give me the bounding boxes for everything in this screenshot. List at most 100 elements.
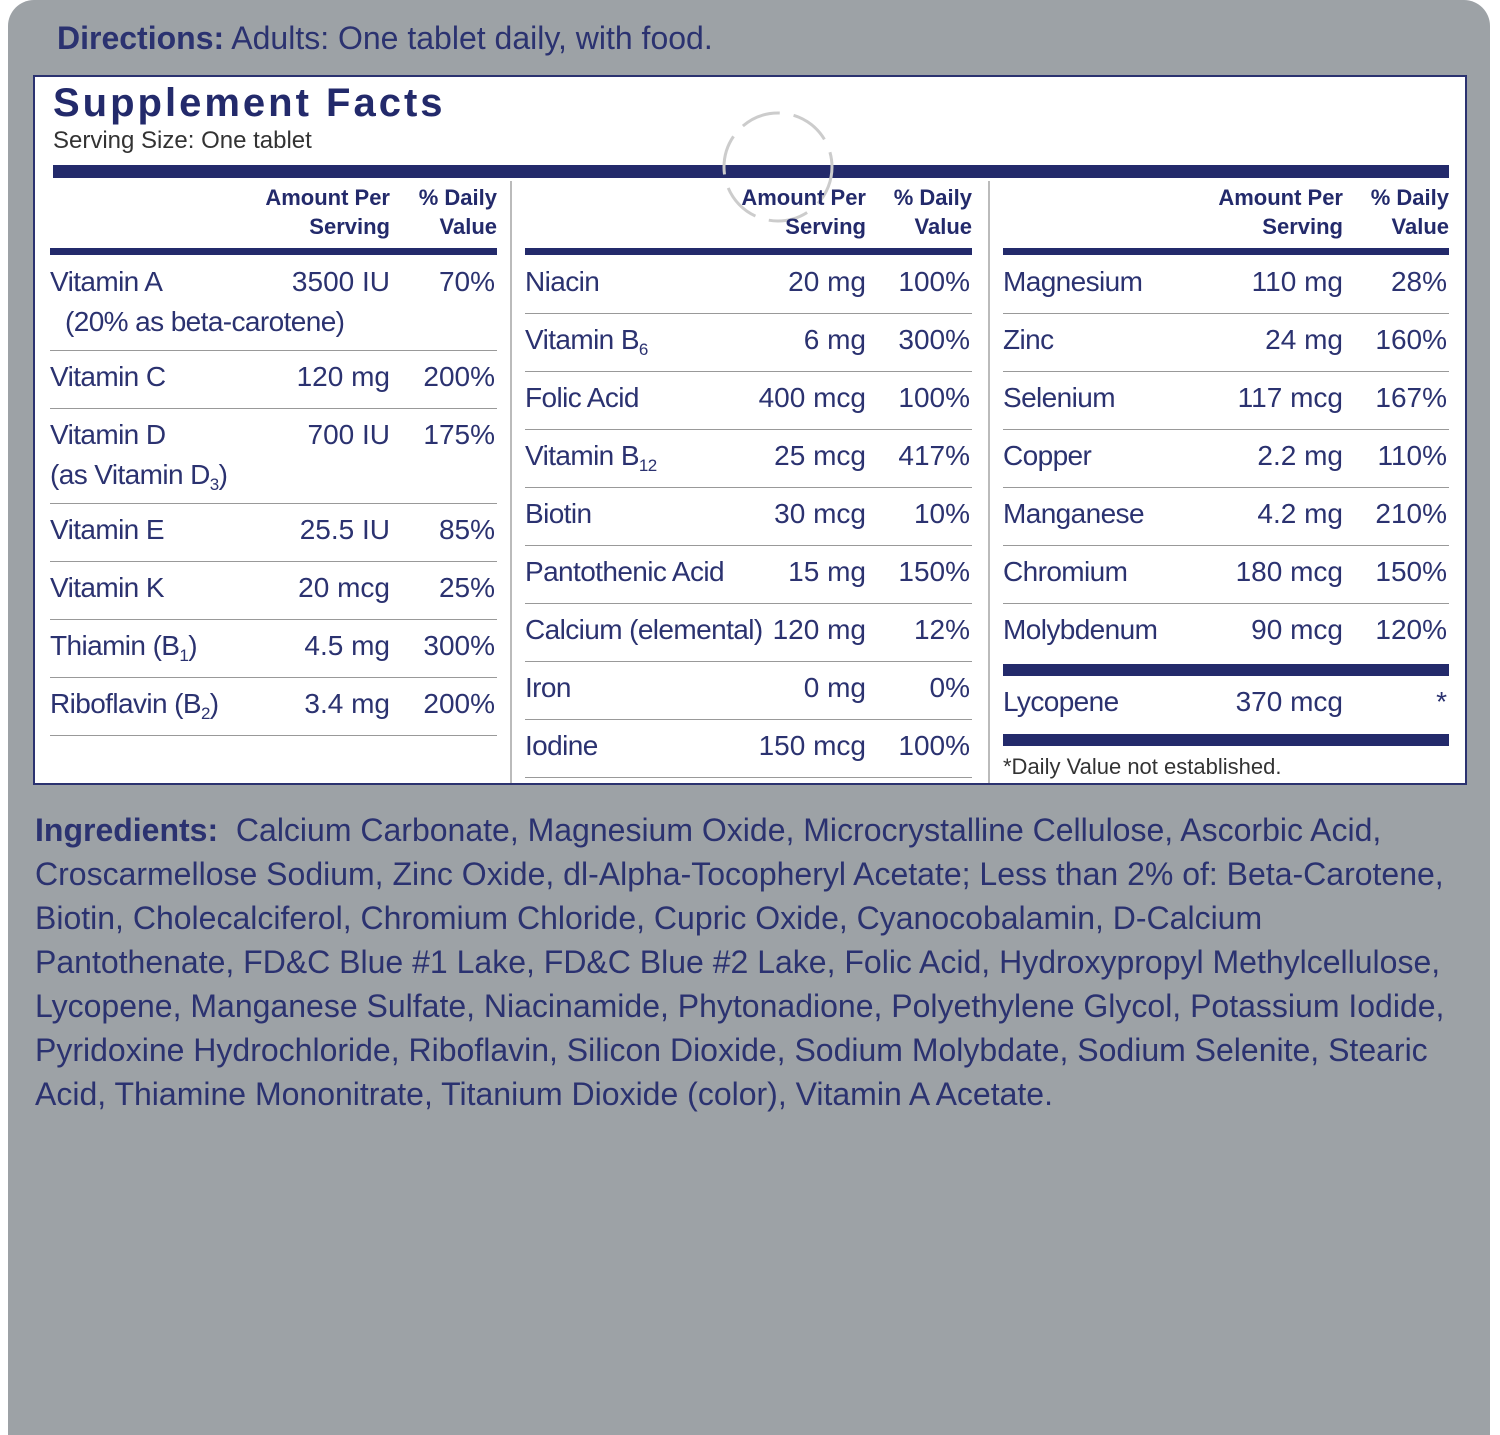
amount: 3500 IU (291, 266, 390, 297)
text: Magnesium (1003, 266, 1143, 297)
text: Folic Acid (525, 382, 639, 413)
text: Iron (525, 672, 571, 703)
nutrient-name: Thiamin (B1) (50, 626, 497, 666)
nutrient-note: (20% as beta-carotene) (50, 302, 497, 342)
daily-value: * (1436, 686, 1447, 717)
text: Vitamin D (50, 419, 166, 450)
header-line: Serving (309, 214, 390, 239)
nutrient-name: Iron (525, 668, 972, 708)
amount: 15 mg (788, 556, 866, 587)
text: Vitamin K (50, 572, 165, 603)
text: Chromium (1003, 556, 1128, 587)
nutrient-name: Niacin (525, 262, 972, 302)
daily-value: 167% (1375, 382, 1447, 413)
daily-value: 300% (423, 630, 495, 661)
text: Pantothenic Acid (525, 556, 725, 587)
text: Iodine (525, 730, 598, 761)
nutrient-name: Vitamin E (50, 510, 497, 550)
amount: 150 mcg (758, 730, 866, 761)
daily-value: 120% (1375, 614, 1447, 645)
nutrient-row: Pantothenic Acid 15 mg 150% (525, 546, 972, 604)
text: Thiamin (B (50, 630, 180, 661)
nutrient-row: Riboflavin (B2) 3.4 mg 200% (50, 678, 497, 736)
daily-value: 110% (1377, 440, 1447, 471)
daily-value: 160% (1375, 324, 1447, 355)
amount: 110 mg (1251, 266, 1343, 297)
daily-value: 0% (929, 672, 970, 703)
amount: 400 mcg (758, 382, 866, 413)
amount: 180 mcg (1235, 556, 1343, 587)
nutrient-row: Iodine 150 mcg 100% (525, 720, 972, 778)
thick-rule (53, 165, 1449, 178)
nutrient-name: Vitamin D (50, 415, 497, 455)
amount: 24 mg (1265, 324, 1343, 355)
supplement-facts: Supplement Facts Serving Size: One table… (33, 75, 1467, 785)
serving-size: Serving Size: One tablet (53, 127, 312, 154)
amount: 3.4 mg (304, 688, 390, 719)
header-line: Serving (785, 214, 866, 239)
nutrient-name: Copper (1003, 436, 1449, 476)
daily-value: 200% (423, 688, 495, 719)
text: Riboflavin (B (50, 688, 202, 719)
nutrient-name: Manganese (1003, 494, 1449, 534)
directions: Directions: Adults: One tablet daily, wi… (57, 20, 713, 57)
directions-label: Directions: (57, 20, 225, 56)
header-line: Value (1391, 214, 1449, 239)
amount: 700 IU (307, 419, 391, 450)
nutrient-name: Riboflavin (B2) (50, 684, 497, 724)
daily-value: 300% (898, 324, 970, 355)
subscript: 1 (179, 646, 189, 665)
nutrient-row: Molybdenum 90 mcg 120% (1003, 604, 1449, 662)
nutrient-row: Vitamin C 120 mg 200% (50, 351, 497, 409)
dv-header: % Daily Value (1349, 183, 1449, 241)
nutrient-name: Folic Acid (525, 378, 972, 418)
text: Vitamin A (50, 266, 163, 297)
nutrient-row: Calcium (elemental) 120 mg 12% (525, 604, 972, 662)
text: ) (188, 630, 197, 661)
text: Vitamin E (50, 514, 165, 545)
header-line: Amount Per (1218, 185, 1343, 210)
column-divider (510, 181, 512, 783)
text: Calcium (elemental) (525, 614, 763, 645)
daily-value: 417% (898, 440, 970, 471)
nutrient-row: Vitamin A (20% as beta-carotene) 3500 IU 70… (50, 256, 497, 351)
text: Niacin (525, 266, 600, 297)
amount: 370 mcg (1235, 686, 1343, 717)
amount: 120 mg (296, 361, 390, 392)
amount: 4.2 mg (1257, 498, 1343, 529)
nutrient-row: Folic Acid 400 mcg 100% (525, 372, 972, 430)
nutrient-name: Vitamin C (50, 357, 497, 397)
thick-rule (1003, 664, 1449, 676)
facts-column: Niacin 20 mg 100% Vitamin B6 6 mg 300% Folic A… (525, 256, 972, 778)
text: (as Vitamin D (50, 459, 210, 490)
daily-value: 10% (913, 498, 970, 529)
text: Copper (1003, 440, 1092, 471)
text: Vitamin B (525, 324, 640, 355)
nutrient-name: Zinc (1003, 320, 1449, 360)
footnote: *Daily Value not established. (1003, 754, 1282, 779)
amount: 25 mcg (774, 440, 866, 471)
daily-value: 100% (898, 266, 970, 297)
nutrient-name: Iodine (525, 726, 972, 766)
text: ) (209, 688, 219, 719)
thick-rule (1003, 248, 1449, 255)
column-divider (988, 181, 990, 783)
header-line: % Daily (893, 185, 972, 210)
nutrient-row: Manganese 4.2 mg 210% (1003, 488, 1449, 546)
daily-value: 175% (423, 419, 495, 450)
daily-value: 200% (423, 361, 495, 392)
amount-header: Amount Per Serving (1003, 183, 1343, 241)
nutrient-row: Biotin 30 mcg 10% (525, 488, 972, 546)
header-line: Amount Per (741, 185, 866, 210)
nutrient-name: Vitamin B12 (525, 436, 972, 476)
subscript: 6 (638, 340, 648, 359)
nutrient-row: Lycopene 370 mcg * (1003, 676, 1449, 734)
nutrient-row: Copper 2.2 mg 110% (1003, 430, 1449, 488)
amount: 90 mcg (1251, 614, 1343, 645)
daily-value: 210% (1375, 498, 1447, 529)
subscript: 12 (638, 456, 657, 475)
text: Lycopene (1003, 686, 1119, 717)
daily-value: 70% (438, 266, 495, 297)
nutrient-name: Magnesium (1003, 262, 1449, 302)
amount: 25.5 IU (299, 514, 390, 545)
